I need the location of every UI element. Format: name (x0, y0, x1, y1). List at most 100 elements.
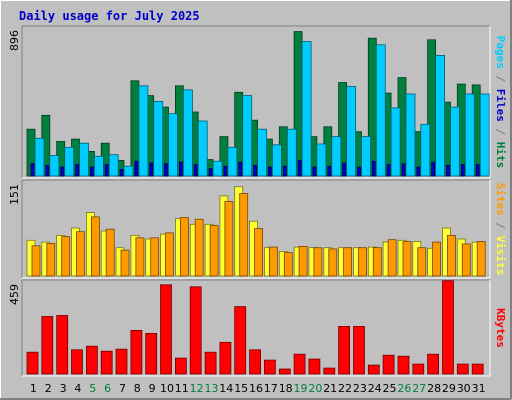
bar-pages-2 (49, 155, 60, 177)
bar-files-6 (104, 164, 109, 177)
bar-pages-25 (390, 107, 401, 177)
day-label-1: 1 (30, 382, 37, 395)
bar-sites-26 (402, 241, 412, 277)
series-kbytes (26, 280, 484, 375)
bar-files-22 (342, 162, 347, 177)
bar-kbytes-20 (308, 358, 321, 375)
bar-pages-30 (464, 93, 475, 177)
day-label-17: 17 (264, 382, 278, 395)
bar-files-2 (45, 164, 50, 177)
bar-files-20 (312, 166, 317, 177)
bar-sites-18 (283, 252, 293, 277)
bar-sites-11 (179, 217, 189, 277)
bar-files-19 (297, 159, 302, 177)
side-label-part: Visits (494, 236, 507, 276)
bar-kbytes-1 (26, 351, 39, 375)
side-label-part: Pages (494, 36, 507, 69)
bar-sites-1 (31, 245, 41, 277)
bar-files-24 (371, 160, 376, 177)
day-label-30: 30 (457, 382, 471, 395)
bar-pages-24 (375, 44, 386, 177)
bar-pages-13 (212, 160, 223, 177)
bar-pages-17 (271, 144, 282, 177)
bar-sites-31 (476, 241, 486, 277)
day-label-21: 21 (323, 382, 337, 395)
day-label-20: 20 (308, 382, 322, 395)
panel-side-label: KBytes (494, 308, 507, 348)
day-label-4: 4 (74, 382, 81, 395)
bar-kbytes-22 (338, 325, 351, 375)
bar-pages-29 (450, 106, 460, 177)
bar-sites-9 (150, 237, 160, 277)
bar-sites-10 (165, 232, 174, 277)
panel-max-label: 896 (8, 30, 21, 51)
bar-kbytes-23 (353, 325, 365, 375)
bar-kbytes-29 (442, 280, 454, 375)
bar-kbytes-5 (86, 345, 98, 375)
bar-kbytes-2 (41, 316, 54, 375)
day-label-7: 7 (119, 382, 126, 395)
bar-kbytes-3 (56, 315, 69, 375)
day-label-28: 28 (427, 382, 441, 395)
bar-kbytes-19 (293, 353, 306, 375)
bar-files-26 (401, 163, 406, 177)
bar-sites-16 (254, 228, 264, 277)
panel-hits-files-pages: 896 Pages / Files / Hits (8, 25, 507, 179)
bar-pages-3 (64, 146, 75, 177)
bar-kbytes-9 (145, 332, 158, 375)
bar-files-1 (30, 163, 35, 177)
bar-pages-11 (182, 89, 193, 177)
bar-sites-27 (417, 247, 427, 277)
bar-files-7 (119, 168, 124, 177)
day-label-14: 14 (219, 382, 233, 395)
bar-sites-29 (447, 234, 456, 277)
bar-kbytes-14 (219, 341, 232, 375)
panel-visits-sites: 151 Sites / Visits (8, 179, 507, 279)
side-label-part: Sites (494, 183, 507, 216)
bar-kbytes-10 (160, 284, 172, 375)
bar-sites-2 (46, 242, 56, 277)
bar-kbytes-26 (397, 355, 410, 375)
day-label-25: 25 (383, 382, 397, 395)
bar-kbytes-6 (100, 350, 113, 375)
day-label-13: 13 (205, 382, 219, 395)
panel-side-label: Sites / Visits (494, 183, 507, 276)
day-label-6: 6 (104, 382, 111, 395)
bar-kbytes-7 (115, 348, 128, 375)
bar-kbytes-15 (234, 306, 247, 375)
bar-kbytes-28 (427, 353, 440, 375)
bar-kbytes-31 (471, 363, 484, 375)
bar-pages-16 (257, 128, 268, 177)
bar-sites-14 (224, 201, 234, 277)
bar-pages-27 (420, 123, 431, 177)
day-label-15: 15 (234, 382, 248, 395)
chart-title: Daily usage for July 2025 (19, 9, 200, 23)
bar-pages-8 (138, 85, 149, 177)
bar-sites-21 (328, 248, 338, 277)
bar-pages-6 (108, 154, 119, 177)
bar-files-8 (134, 160, 139, 177)
day-label-12: 12 (190, 382, 204, 395)
bar-pages-12 (197, 120, 208, 177)
bar-pages-31 (479, 93, 490, 177)
panel-kbytes: 459 KBytes (8, 279, 507, 377)
bar-files-13 (208, 168, 213, 177)
bar-sites-28 (432, 241, 442, 277)
bar-pages-14 (227, 146, 238, 177)
bar-files-23 (357, 166, 361, 177)
bar-sites-5 (91, 216, 100, 277)
bar-pages-19 (301, 41, 312, 177)
bar-kbytes-21 (323, 367, 336, 375)
day-label-10: 10 (160, 382, 174, 395)
series-visits (26, 186, 481, 277)
bar-files-28 (431, 161, 436, 177)
bar-kbytes-17 (263, 359, 276, 375)
bar-pages-4 (79, 142, 89, 177)
day-label-19: 19 (294, 382, 308, 395)
side-label-part: KBytes (494, 308, 507, 348)
bar-kbytes-13 (204, 351, 217, 375)
bar-kbytes-16 (249, 349, 262, 375)
bar-files-18 (282, 165, 287, 177)
bar-sites-25 (387, 239, 397, 277)
bar-sites-20 (313, 247, 323, 277)
